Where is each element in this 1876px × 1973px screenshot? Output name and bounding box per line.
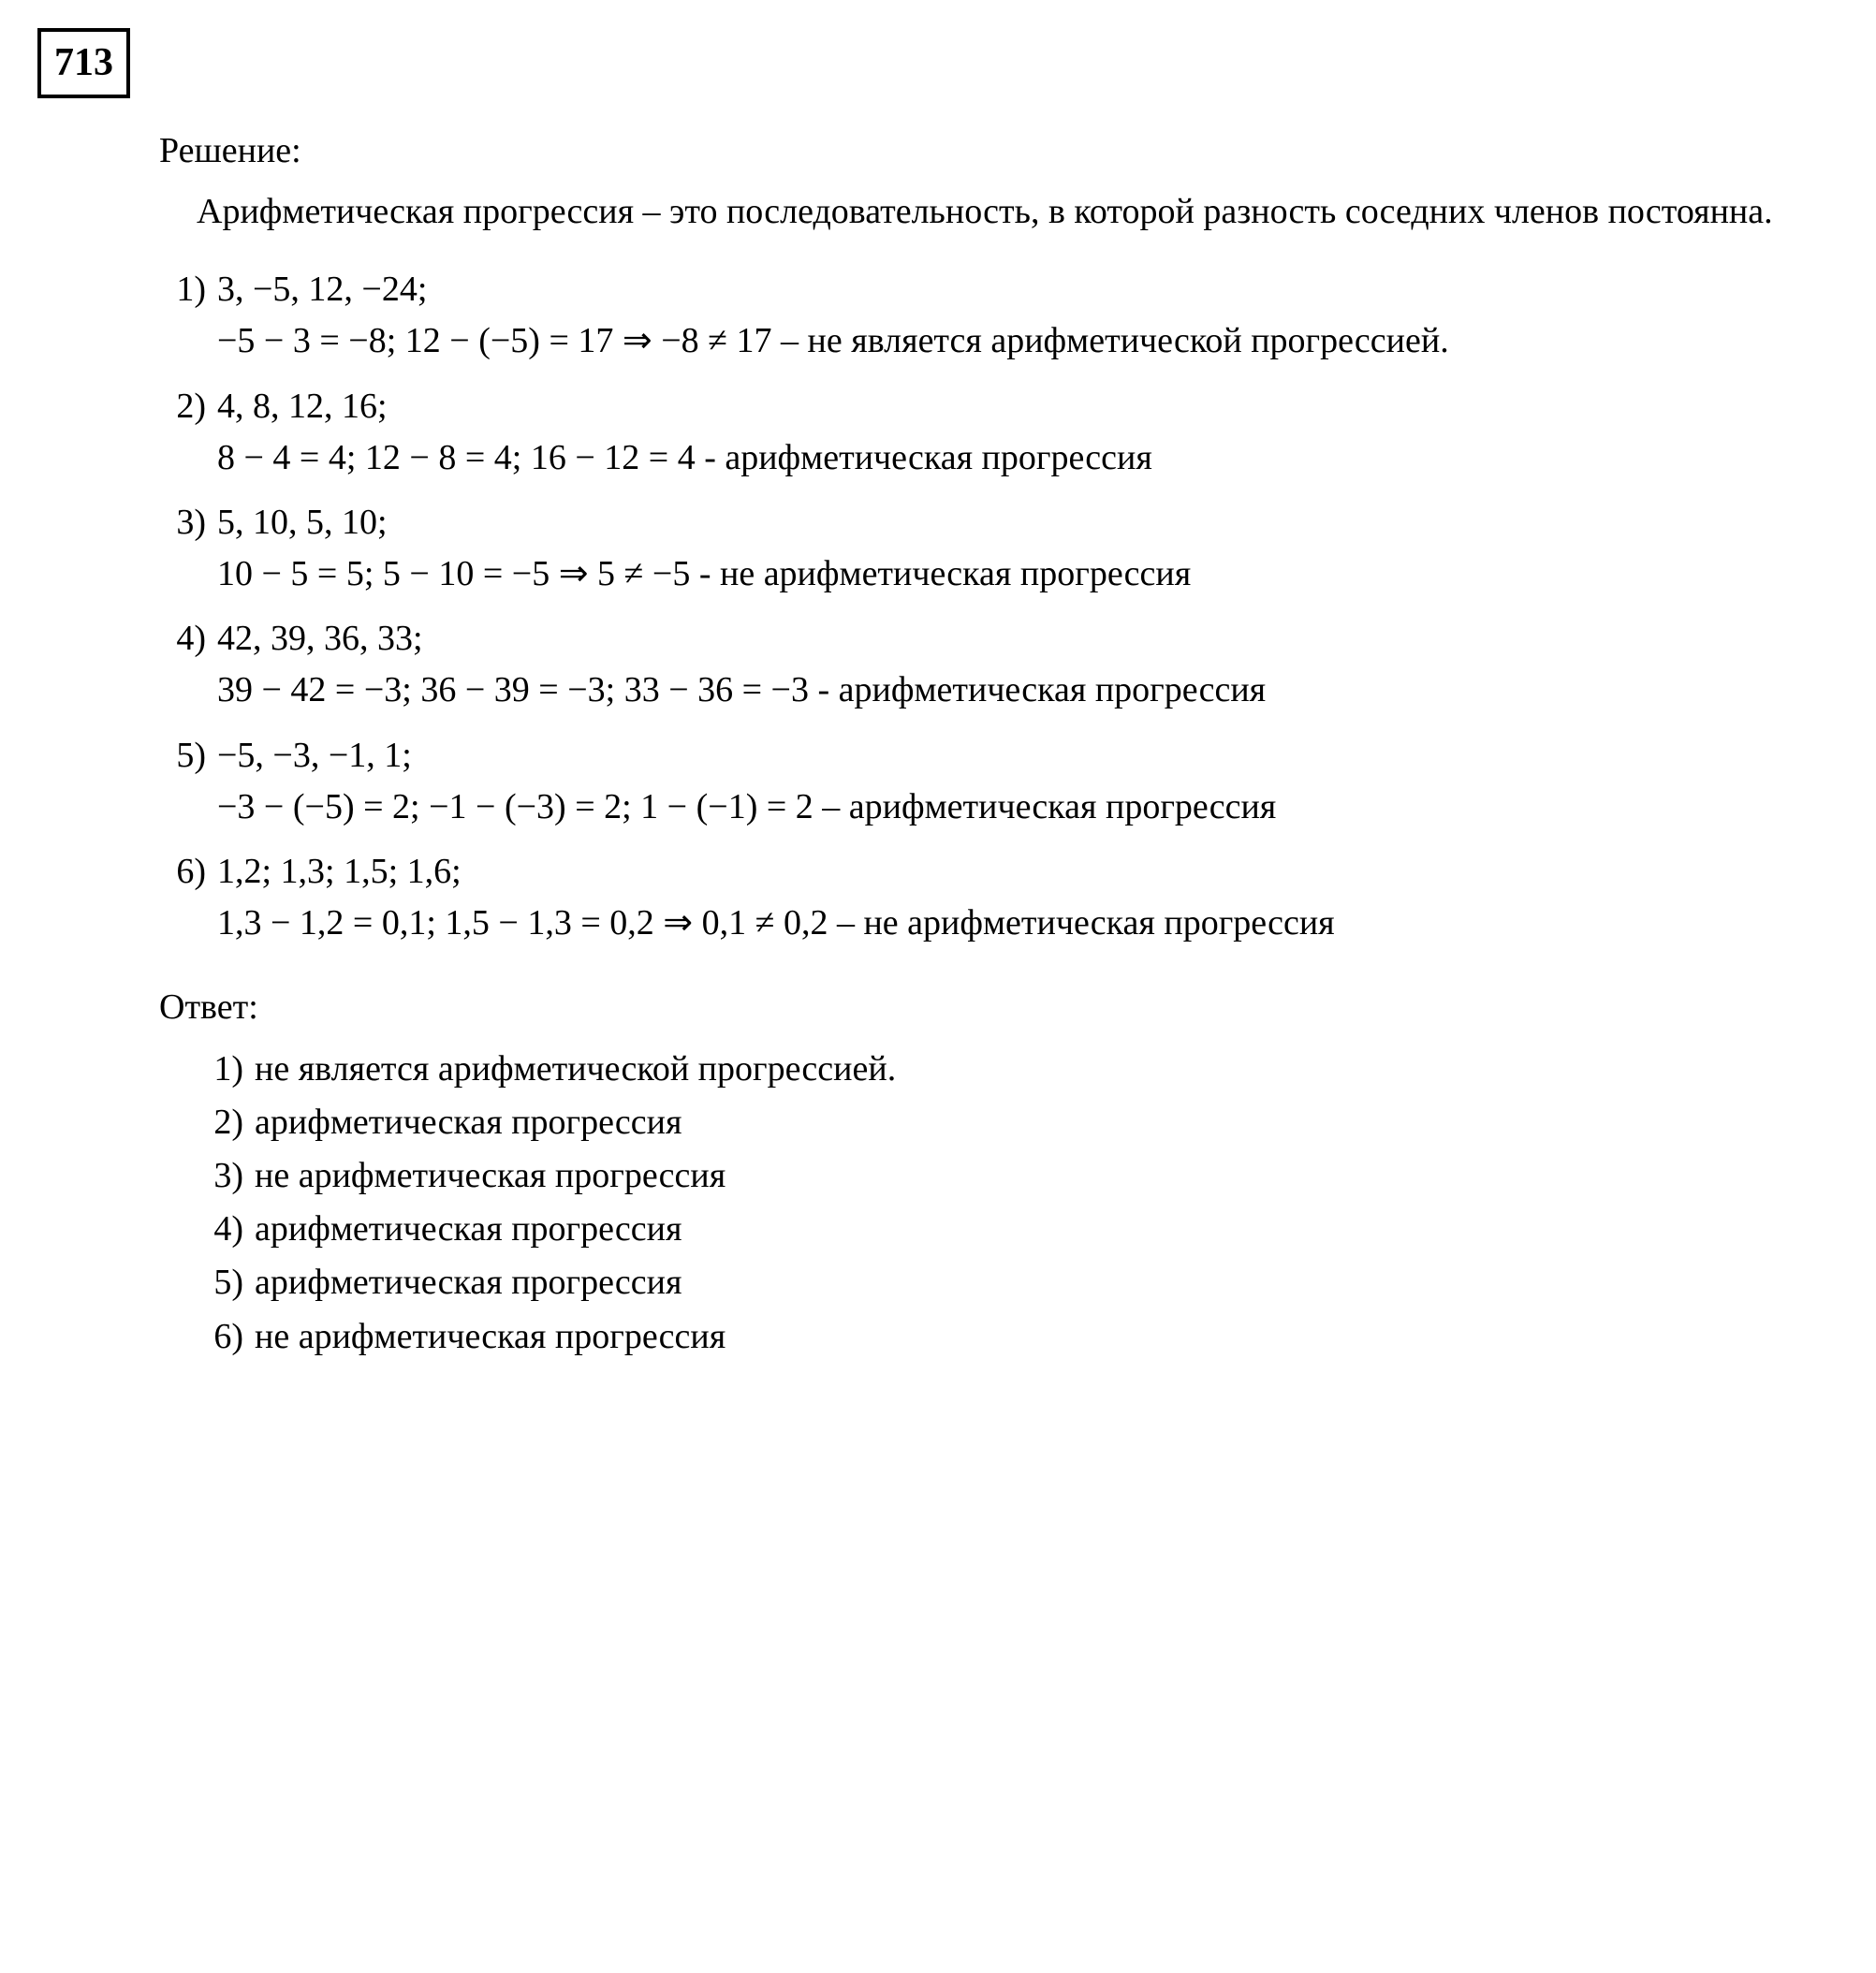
solution-item: 2) 4, 8, 12, 16; 8 − 4 = 4; 12 − 8 = 4; … [169,382,1839,485]
solution-item: 1) 3, −5, 12, −24; −5 − 3 = −8; 12 − (−5… [169,265,1839,368]
answer-item: 2) арифметическая прогрессия [206,1098,1839,1147]
solution-items: 1) 3, −5, 12, −24; −5 − 3 = −8; 12 − (−5… [159,265,1839,950]
answer-item: 5) арифметическая прогрессия [206,1258,1839,1308]
solution-item: 5) −5, −3, −1, 1; −3 − (−5) = 2; −1 − (−… [169,731,1839,834]
item-calc: −5 − 3 = −8; 12 − (−5) = 17 ⇒ −8 ≠ 17 – … [217,316,1839,366]
item-body: 4, 8, 12, 16; 8 − 4 = 4; 12 − 8 = 4; 16 … [217,382,1839,485]
answer-text: не арифметическая прогрессия [255,1151,725,1201]
item-number: 1) [169,265,217,368]
item-sequence: 5, 10, 5, 10; [217,498,1839,548]
answer-item: 3) не арифметическая прогрессия [206,1151,1839,1201]
answer-number: 2) [206,1098,255,1147]
answer-number: 1) [206,1045,255,1094]
item-number: 2) [169,382,217,485]
item-calc: −3 − (−5) = 2; −1 − (−3) = 2; 1 − (−1) =… [217,782,1839,832]
content-area: Решение: Арифметическая прогрессия – это… [37,126,1839,1362]
item-number: 5) [169,731,217,834]
item-body: 3, −5, 12, −24; −5 − 3 = −8; 12 − (−5) =… [217,265,1839,368]
answer-text: арифметическая прогрессия [255,1258,682,1308]
problem-number: 713 [54,41,113,84]
answer-item: 4) арифметическая прогрессия [206,1205,1839,1254]
answer-item: 1) не является арифметической прогрессие… [206,1045,1839,1094]
item-number: 3) [169,498,217,601]
item-body: 5, 10, 5, 10; 10 − 5 = 5; 5 − 10 = −5 ⇒ … [217,498,1839,601]
item-sequence: 3, −5, 12, −24; [217,265,1839,314]
item-number: 6) [169,847,217,950]
item-body: −5, −3, −1, 1; −3 − (−5) = 2; −1 − (−3) … [217,731,1839,834]
answer-text: арифметическая прогрессия [255,1205,682,1254]
item-calc: 10 − 5 = 5; 5 − 10 = −5 ⇒ 5 ≠ −5 - не ар… [217,549,1839,599]
answer-text: не арифметическая прогрессия [255,1312,725,1362]
answer-text: не является арифметической прогрессией. [255,1045,896,1094]
item-body: 42, 39, 36, 33; 39 − 42 = −3; 36 − 39 = … [217,614,1839,717]
answer-number: 4) [206,1205,255,1254]
solution-item: 4) 42, 39, 36, 33; 39 − 42 = −3; 36 − 39… [169,614,1839,717]
answer-number: 6) [206,1312,255,1362]
item-calc: 39 − 42 = −3; 36 − 39 = −3; 33 − 36 = −3… [217,665,1839,715]
answer-number: 5) [206,1258,255,1308]
problem-number-box: 713 [37,28,130,98]
item-calc: 8 − 4 = 4; 12 − 8 = 4; 16 − 12 = 4 - ари… [217,433,1839,483]
answer-list: 1) не является арифметической прогрессие… [159,1045,1839,1362]
solution-item: 6) 1,2; 1,3; 1,5; 1,6; 1,3 − 1,2 = 0,1; … [169,847,1839,950]
answer-item: 6) не арифметическая прогрессия [206,1312,1839,1362]
item-calc: 1,3 − 1,2 = 0,1; 1,5 − 1,3 = 0,2 ⇒ 0,1 ≠… [217,899,1839,948]
item-sequence: 4, 8, 12, 16; [217,382,1839,431]
item-sequence: 1,2; 1,3; 1,5; 1,6; [217,847,1839,897]
answer-text: арифметическая прогрессия [255,1098,682,1147]
item-sequence: −5, −3, −1, 1; [217,731,1839,781]
definition-text: Арифметическая прогрессия – это последов… [159,187,1839,237]
solution-label: Решение: [159,126,1839,176]
item-number: 4) [169,614,217,717]
answer-number: 3) [206,1151,255,1201]
answer-section: Ответ: 1) не является арифметической про… [159,983,1839,1361]
item-sequence: 42, 39, 36, 33; [217,614,1839,664]
item-body: 1,2; 1,3; 1,5; 1,6; 1,3 − 1,2 = 0,1; 1,5… [217,847,1839,950]
solution-item: 3) 5, 10, 5, 10; 10 − 5 = 5; 5 − 10 = −5… [169,498,1839,601]
answer-label: Ответ: [159,983,1839,1032]
